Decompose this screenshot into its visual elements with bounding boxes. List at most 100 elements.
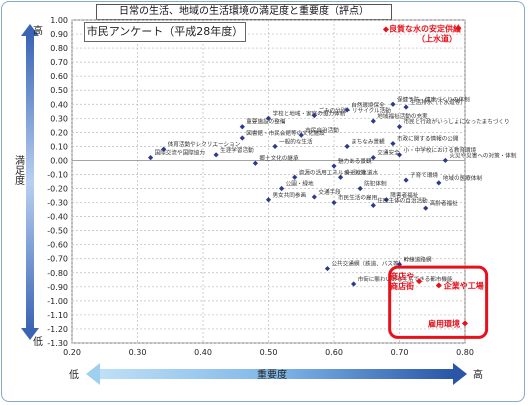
data-point bbox=[311, 112, 317, 119]
y-tick-label: 0.90 bbox=[50, 30, 68, 39]
point-label: 男女共同参画 bbox=[273, 191, 307, 199]
point-label: 幹線道路網 bbox=[404, 255, 432, 263]
highlighted-label: 企業や工場 bbox=[443, 280, 484, 290]
y-tick-label: 1.00 bbox=[50, 16, 68, 25]
y-tick-label: -0.90 bbox=[47, 283, 68, 292]
data-point bbox=[370, 118, 376, 124]
point-label: 交通安全 bbox=[377, 149, 400, 157]
y-tick-label: -1.00 bbox=[47, 297, 68, 306]
y-tick-label: 0.30 bbox=[50, 114, 68, 123]
data-point bbox=[292, 174, 298, 180]
y-tick-label: 0.80 bbox=[50, 44, 68, 53]
highlighted-label-sub: （上水道） bbox=[417, 33, 457, 43]
highlighted-point bbox=[416, 278, 423, 285]
data-point bbox=[403, 177, 409, 183]
point-label: 公園・緑地 bbox=[286, 180, 314, 188]
data-point bbox=[351, 281, 357, 287]
data-point bbox=[370, 202, 376, 208]
y-axis-arrow-down bbox=[21, 328, 39, 340]
highlighted-label-sub: 商店街 bbox=[390, 281, 414, 291]
y-tick-label: -0.20 bbox=[47, 185, 68, 194]
data-point bbox=[298, 132, 304, 138]
y-tick-label: -0.10 bbox=[47, 170, 68, 179]
point-label: 高齢者福祉 bbox=[430, 199, 458, 207]
data-point bbox=[161, 146, 167, 152]
highlighted-point bbox=[455, 25, 462, 32]
x-axis-arrow-right bbox=[453, 363, 467, 385]
point-label: 公共交通網（鉄道、バス等） bbox=[331, 260, 404, 268]
x-axis-title: 重要度 bbox=[257, 368, 287, 381]
data-point bbox=[344, 143, 350, 149]
point-label: 魅力ある景観 bbox=[338, 157, 372, 165]
point-label: 学校と地域・家庭の協力体制 bbox=[273, 109, 346, 117]
point-label: 交通手段 bbox=[318, 188, 341, 196]
x-tick-label: 0.60 bbox=[325, 348, 343, 357]
x-tick-label: 0.40 bbox=[194, 348, 212, 357]
point-label: 図書館・市民会館等の文化施設 bbox=[246, 129, 325, 137]
point-label: 保健予防・健康づくりの体制 bbox=[397, 95, 470, 103]
point-label: 資源の活用エネルギー対策 bbox=[299, 168, 367, 176]
point-label: 生涯学習活動 bbox=[220, 146, 254, 154]
y-tick-label: 0.00 bbox=[50, 156, 68, 165]
x-tick-label: 0.20 bbox=[63, 348, 81, 357]
y-tick-label: 0.70 bbox=[50, 58, 68, 67]
data-point bbox=[148, 155, 154, 161]
point-label: 体育活動やレクリエーション bbox=[168, 140, 241, 148]
y-tick-label: 0.20 bbox=[50, 128, 68, 137]
point-label: 火災や災害への対策・体制 bbox=[449, 151, 517, 159]
data-point bbox=[239, 124, 245, 130]
y-tick-label: 0.50 bbox=[50, 86, 68, 95]
grid-lines bbox=[71, 19, 466, 344]
y-axis-low-label: 低 bbox=[33, 335, 43, 348]
point-label: 市民生活の雇用 bbox=[338, 194, 377, 202]
point-label: 郷土文化の継承 bbox=[259, 154, 299, 162]
data-point bbox=[331, 199, 337, 206]
data-point bbox=[272, 143, 278, 149]
y-tick-label: 0.10 bbox=[50, 142, 68, 151]
data-point bbox=[423, 205, 429, 211]
data-point bbox=[403, 104, 409, 110]
y-tick-label: -0.40 bbox=[47, 213, 68, 222]
y-tick-label: 0.60 bbox=[50, 72, 68, 81]
x-axis-high-label: 高 bbox=[473, 368, 483, 381]
x-axis-low-label: 低 bbox=[69, 368, 79, 381]
data-point bbox=[396, 261, 403, 267]
y-axis-arrow-shaft bbox=[26, 34, 34, 330]
point-label: 市街に賑わいある生活できる都市機能 bbox=[358, 275, 453, 283]
y-tick-label: -0.30 bbox=[47, 199, 68, 208]
highlighted-point bbox=[462, 320, 468, 327]
data-point bbox=[252, 160, 258, 166]
y-tick-label: -0.50 bbox=[47, 227, 68, 236]
axes: 1.00 0.90 0.80 0.70 0.60 0.50 0.40 0.30 0.20 0.10… bbox=[47, 16, 474, 357]
data-point bbox=[357, 185, 363, 192]
point-label: 子育て環境 bbox=[410, 171, 438, 179]
point-label: まちなみ景観 bbox=[351, 137, 385, 145]
highlighted-label: 商店や bbox=[390, 271, 414, 281]
data-point bbox=[383, 197, 389, 203]
axis-arrows: 高低満足度低 重要度高 bbox=[13, 24, 483, 385]
y-axis-arrow-up bbox=[21, 24, 39, 36]
point-label: 重要施設の整備 bbox=[246, 118, 286, 126]
data-point bbox=[311, 194, 317, 200]
point-label: 住民主体の自治活動 bbox=[377, 196, 428, 204]
y-tick-label: 0.40 bbox=[50, 100, 68, 109]
y-tick-label: -1.30 bbox=[47, 339, 68, 348]
point-label: 一般的な生活 bbox=[279, 137, 313, 145]
point-label: 小・中学校における教育環境 bbox=[404, 146, 477, 154]
x-tick-label: 0.50 bbox=[260, 348, 278, 357]
point-label: 障害者福祉 bbox=[390, 191, 418, 199]
data-point bbox=[324, 265, 331, 272]
data-point bbox=[396, 124, 403, 130]
point-label: 防犯体制 bbox=[364, 180, 387, 188]
y-tick-label: -0.70 bbox=[47, 255, 68, 264]
panel-label: 市民アンケート（平成28年度） bbox=[84, 22, 246, 42]
point-label: 自然環境保全 bbox=[351, 101, 385, 109]
data-point bbox=[279, 185, 285, 192]
data-point bbox=[390, 140, 396, 147]
point-label: 市民自治活動 bbox=[305, 126, 339, 134]
data-point bbox=[337, 174, 344, 180]
data-point bbox=[390, 101, 396, 107]
